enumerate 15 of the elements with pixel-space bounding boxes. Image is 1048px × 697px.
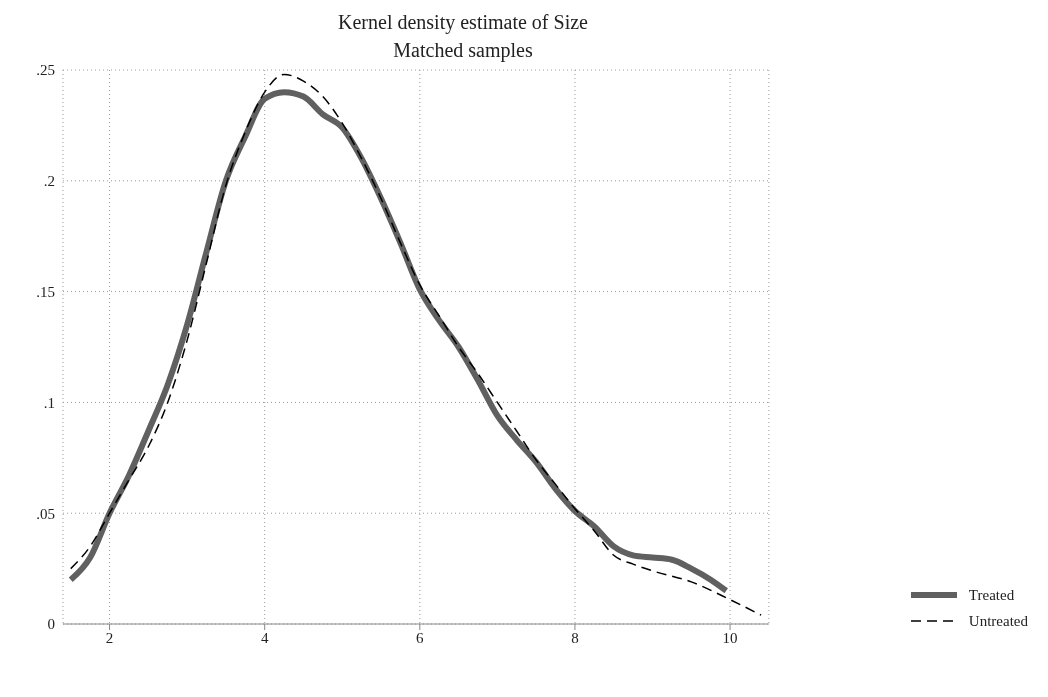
x-tick-label: 10 (722, 629, 738, 646)
x-tick-label: 6 (416, 629, 425, 646)
y-tick-label: .15 (36, 283, 55, 300)
y-tick-label: 0 (47, 616, 55, 633)
chart-title: Kernel density estimate of Size (337, 10, 589, 36)
legend-label: Untreated (968, 612, 1028, 630)
x-tick-label: 2 (105, 629, 114, 646)
y-tick-label: .25 (36, 62, 55, 79)
chart-subtitle: Matched samples (392, 38, 534, 64)
y-tick-label: .05 (36, 505, 55, 522)
y-tick-label: .2 (43, 173, 55, 190)
x-tick-label: 8 (571, 629, 579, 646)
legend-label: Treated (968, 586, 1015, 604)
y-tick-label: .1 (43, 394, 55, 411)
x-tick-label: 4 (260, 629, 269, 646)
